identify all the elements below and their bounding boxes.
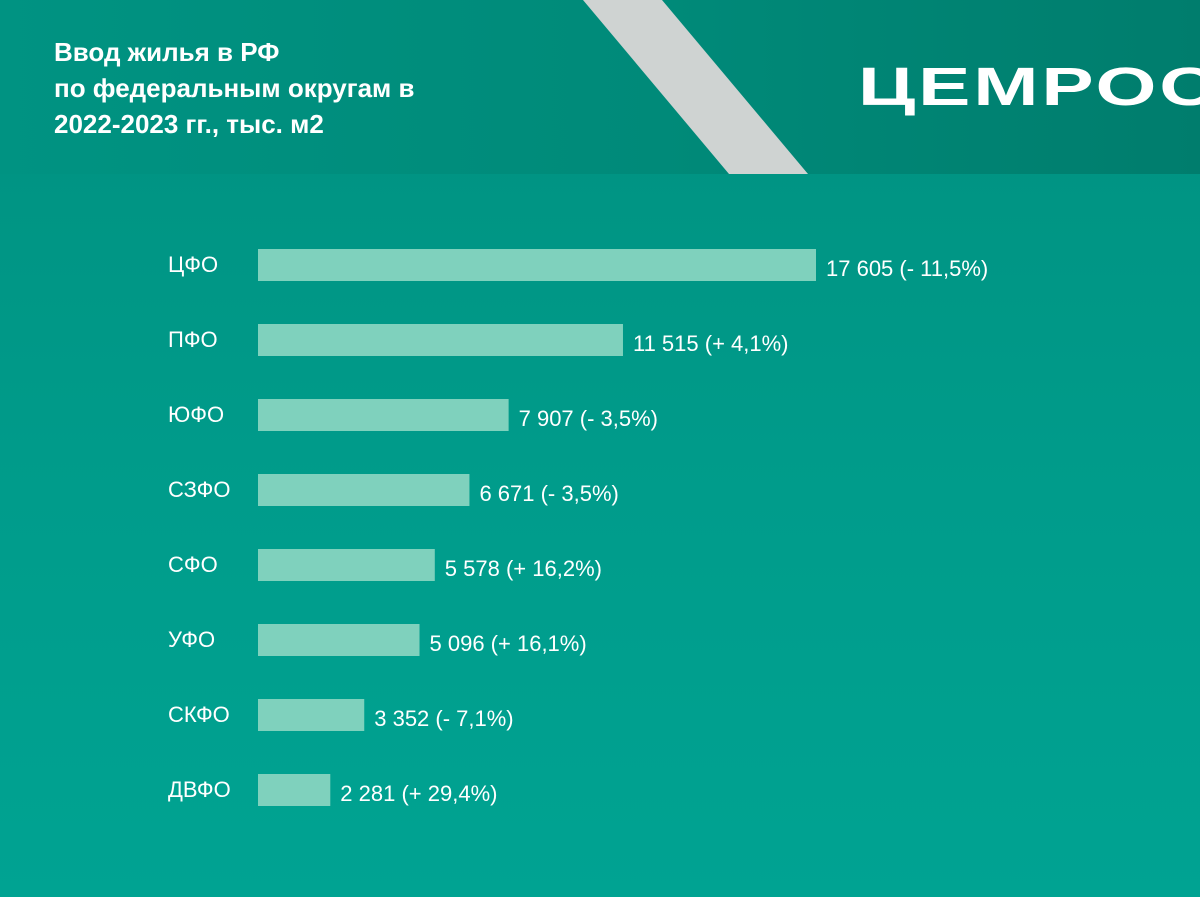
data-label: 11 515 (+ 4,1%)	[633, 331, 789, 356]
category-label: ДВФО	[168, 777, 231, 802]
bars-layer: ЦФО 17 605 (- 11,5%) ПФО 11 515 (+ 4,1%) ЮФО…	[168, 249, 988, 806]
bar	[258, 474, 470, 506]
bar	[258, 549, 435, 581]
category-label: ПФО	[168, 327, 218, 352]
bar	[258, 249, 816, 281]
bar	[258, 699, 365, 731]
data-label: 17 605 (- 11,5%)	[826, 256, 988, 281]
chart-title: Ввод жилья в РФ по федеральным округам в…	[54, 37, 415, 139]
data-label: 3 352 (- 7,1%)	[374, 706, 513, 731]
data-label: 7 907 (- 3,5%)	[519, 406, 658, 431]
brand-logo: ЦЕМРОС	[858, 57, 1200, 117]
data-label: 5 578 (+ 16,2%)	[445, 556, 602, 581]
category-label: СКФО	[168, 702, 230, 727]
category-label: СЗФО	[168, 477, 231, 502]
bar	[258, 624, 420, 656]
data-label: 2 281 (+ 29,4%)	[340, 781, 497, 806]
data-label: 6 671 (- 3,5%)	[479, 481, 618, 506]
header-band: Ввод жилья в РФ по федеральным округам в…	[0, 0, 1200, 174]
category-label: УФО	[168, 627, 215, 652]
category-label: ЮФО	[168, 402, 224, 427]
bar	[258, 774, 331, 806]
data-label: 5 096 (+ 16,1%)	[430, 631, 587, 656]
category-label: СФО	[168, 552, 218, 577]
bar	[258, 399, 509, 431]
category-label: ЦФО	[168, 252, 218, 277]
bar	[258, 324, 623, 356]
